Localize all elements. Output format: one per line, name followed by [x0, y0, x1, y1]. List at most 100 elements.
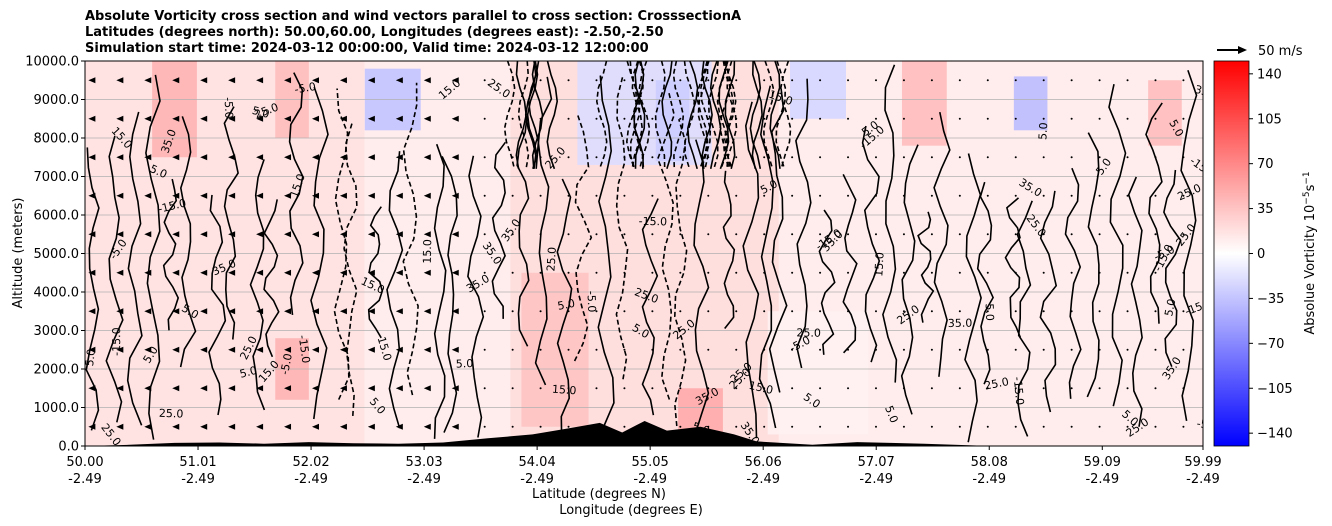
wind-vector: [651, 348, 654, 351]
wind-vector: [791, 194, 794, 197]
wind-vector: [1098, 79, 1101, 82]
wind-vector: [567, 387, 570, 390]
wind-vector: [88, 77, 96, 84]
y-tick-label: 1000.0: [34, 401, 80, 416]
wind-vector: [511, 233, 514, 236]
wind-vector: [200, 385, 208, 392]
x-tick-label-lat: 56.06: [745, 455, 782, 470]
contour-line: [595, 61, 608, 170]
wind-vector: [395, 115, 403, 122]
wind-vector: [256, 385, 264, 392]
contour-line: [976, 181, 994, 385]
colorbar-tick-label: −105: [1257, 382, 1293, 397]
wind-vector: [707, 348, 710, 351]
wind-vector: [958, 194, 961, 197]
wind-vector: [339, 346, 347, 353]
wind-vector: [228, 192, 236, 199]
colorbar-tick-label: −70: [1257, 337, 1284, 352]
wind-vector: [116, 192, 124, 199]
wind-vector: [595, 233, 598, 236]
wind-vector: [679, 425, 682, 428]
wind-vector: [1014, 156, 1017, 159]
wind-vector: [423, 115, 431, 122]
wind-vector: [902, 194, 905, 197]
vorticity-region: [1148, 80, 1182, 146]
wind-vector: [707, 310, 710, 313]
contour-label: 5.0: [556, 297, 576, 313]
contour-line: [707, 61, 719, 170]
wind-vector: [791, 348, 794, 351]
wind-vector: [819, 79, 822, 82]
wind-vector: [423, 231, 431, 238]
wind-vector: [172, 346, 180, 353]
wind-vector: [1154, 117, 1157, 120]
wind-vector: [172, 308, 180, 315]
wind-vector: [395, 423, 403, 430]
contour-line: [724, 61, 736, 170]
wind-vector: [423, 269, 431, 276]
x-tick-label-lon: -2.49: [407, 472, 441, 487]
wind-vector: [735, 348, 738, 351]
wind-vector: [88, 423, 96, 430]
wind-vector: [735, 79, 738, 82]
wind-vector: [116, 269, 124, 276]
contour-line: [656, 93, 676, 400]
wind-vector: [395, 154, 403, 161]
wind-vector: [791, 387, 794, 390]
wind-vector: [539, 79, 542, 82]
wind-vector: [651, 233, 654, 236]
x-tick-label-lon: -2.49: [1186, 472, 1220, 487]
wind-vector: [228, 77, 236, 84]
wind-vector: [595, 156, 598, 159]
wind-vector: [511, 271, 514, 274]
wind-vector: [623, 425, 626, 428]
wind-vector: [539, 271, 542, 274]
wind-vector: [483, 233, 486, 236]
contour-line: [1108, 84, 1127, 407]
wind-vector: [172, 269, 180, 276]
wind-vector: [735, 194, 738, 197]
wind-vector: [1042, 348, 1045, 351]
wind-vector: [1042, 117, 1045, 120]
contour-line: [223, 106, 239, 340]
x-tick-label-lat: 50.00: [66, 455, 103, 470]
x-tick-label-lon: -2.49: [972, 472, 1006, 487]
wind-vector: [595, 348, 598, 351]
wind-vector: [1014, 233, 1017, 236]
contour-line: [693, 139, 710, 436]
wind-vector: [567, 425, 570, 428]
wind-vector: [1126, 348, 1129, 351]
wind-vector: [451, 192, 459, 199]
wind-vector: [200, 154, 208, 161]
wind-vector: [1014, 117, 1017, 120]
wind-vector: [623, 233, 626, 236]
wind-vector: [651, 271, 654, 274]
wind-vector: [88, 231, 96, 238]
wind-vector: [1098, 271, 1101, 274]
wind-vector: [172, 231, 180, 238]
wind-vector: [847, 271, 850, 274]
wind-vector: [1098, 425, 1101, 428]
wind-vector: [511, 387, 514, 390]
wind-vector: [284, 269, 292, 276]
wind-vector: [1154, 79, 1157, 82]
wind-vector: [1126, 271, 1129, 274]
wind-vector: [1098, 117, 1101, 120]
wind-vector: [228, 385, 236, 392]
wind-vector: [595, 387, 598, 390]
wind-vector: [847, 117, 850, 120]
contour-line: [758, 85, 777, 429]
wind-vector: [679, 156, 682, 159]
wind-vector: [483, 79, 486, 82]
wind-vector: [874, 425, 877, 428]
vorticity-region: [767, 311, 869, 435]
contour-line: [179, 116, 197, 368]
wind-vector: [847, 79, 850, 82]
wind-vector: [256, 115, 264, 122]
wind-vector: [483, 387, 486, 390]
wind-vector: [311, 346, 319, 353]
wind-vector: [228, 308, 236, 315]
wind-vector: [539, 233, 542, 236]
wind-vector: [958, 271, 961, 274]
